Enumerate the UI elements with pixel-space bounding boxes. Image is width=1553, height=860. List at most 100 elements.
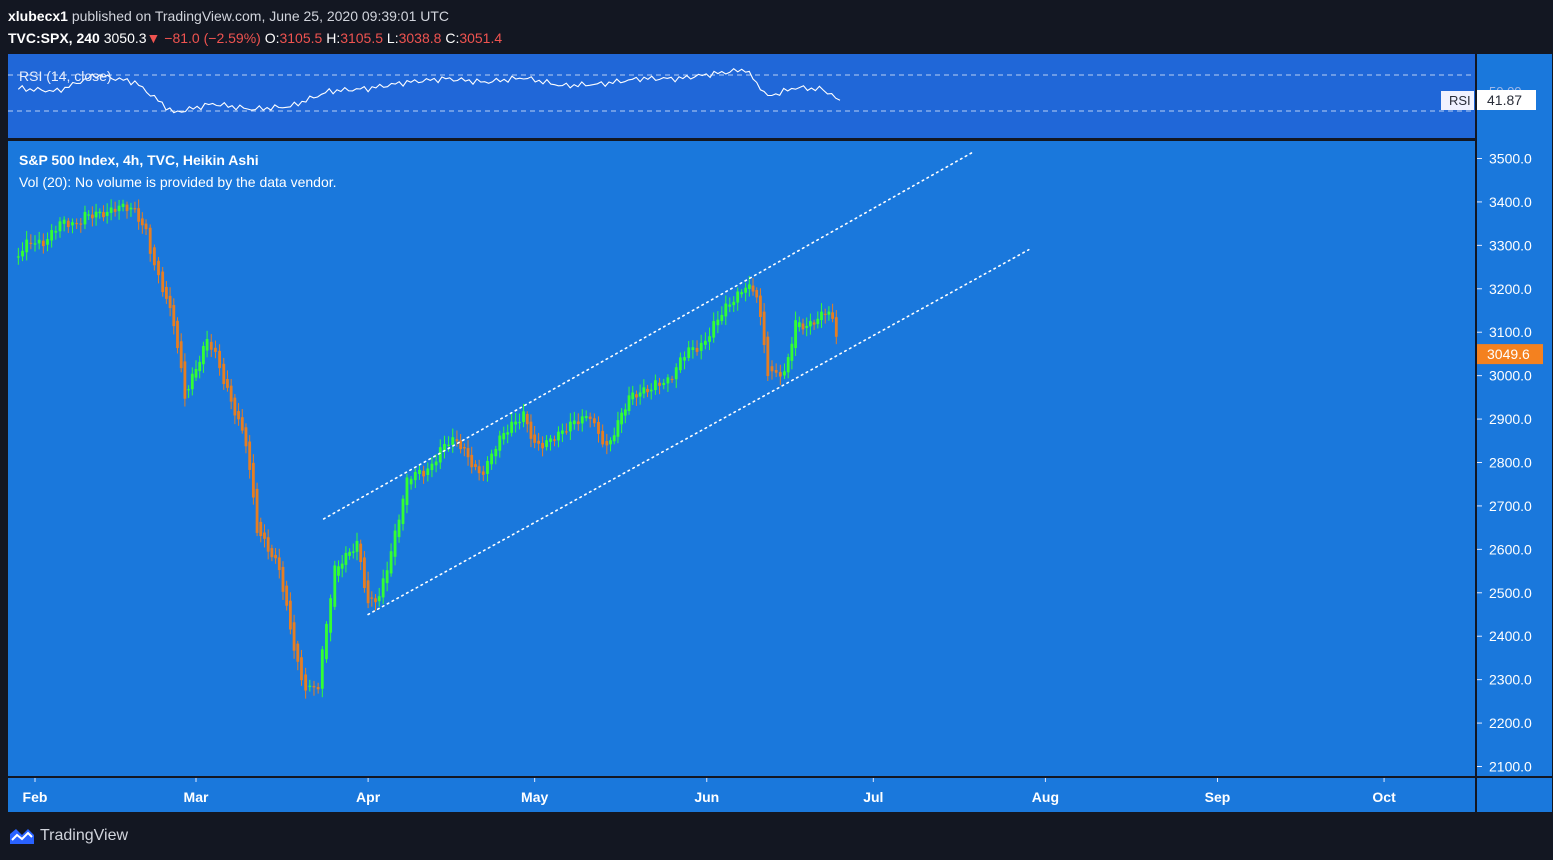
candle-body	[281, 566, 285, 592]
candle-body	[794, 320, 797, 349]
candle-body	[94, 211, 98, 218]
candle-body	[808, 321, 812, 327]
candle-body	[79, 223, 83, 225]
candle-body	[366, 580, 370, 604]
candle-body	[724, 303, 728, 317]
candle-body	[778, 372, 782, 377]
y-tick-label: 3100.0	[1489, 324, 1532, 340]
candle-body	[194, 368, 198, 378]
candle-body	[572, 420, 576, 425]
candle-body	[455, 439, 459, 442]
candle-body	[712, 321, 716, 338]
candle-body	[759, 295, 762, 317]
y-tick-label: 2200.0	[1489, 715, 1532, 731]
candle-body	[506, 432, 510, 435]
x-tick-label: Jul	[863, 789, 883, 805]
x-tick-label: Jun	[694, 789, 719, 805]
candle-body	[152, 247, 156, 266]
rsi-title[interactable]: RSI (14, close)	[19, 68, 112, 84]
candle-body	[58, 221, 62, 232]
candle-body	[609, 440, 612, 445]
candle-body	[553, 439, 556, 441]
candle-body	[674, 367, 678, 380]
volume-subtitle[interactable]: Vol (20): No volume is provided by the d…	[19, 174, 337, 190]
y-tick-label: 2500.0	[1489, 585, 1532, 601]
candle-body	[466, 448, 470, 458]
candle-body	[728, 304, 732, 307]
price-axis[interactable]	[1477, 54, 1552, 776]
y-tick-label: 3500.0	[1489, 151, 1532, 167]
candle-body	[117, 205, 121, 212]
candle-body	[502, 433, 506, 440]
x-tick-label: Mar	[184, 789, 209, 805]
publisher-name[interactable]: xlubecx1	[8, 8, 68, 24]
candle-body	[308, 685, 312, 687]
candle-body	[229, 385, 233, 402]
candle-body	[422, 470, 426, 477]
candle-body	[71, 222, 74, 226]
candle-body	[797, 322, 801, 328]
y-tick-label: 2300.0	[1489, 672, 1532, 688]
candle-body	[129, 207, 133, 210]
candle-body	[662, 382, 666, 386]
candle-body	[720, 314, 724, 322]
candle-body	[54, 230, 58, 233]
last-price: 3050.3	[103, 30, 147, 46]
candle-body	[98, 211, 102, 214]
candle-body	[744, 287, 748, 293]
candle-body	[83, 211, 87, 225]
candle-body	[623, 409, 627, 416]
candle-body	[329, 598, 333, 633]
candle-body	[66, 220, 70, 227]
rsi-pane[interactable]	[8, 54, 1475, 138]
candle-body	[105, 211, 109, 216]
candle-body	[205, 339, 209, 351]
candle-body	[285, 585, 289, 606]
candle-body	[654, 380, 657, 391]
candle-body	[790, 343, 794, 361]
candle-body	[418, 469, 421, 474]
candle-body	[29, 242, 33, 244]
candle-body	[490, 453, 494, 465]
candle-body	[348, 551, 351, 556]
candle-body	[459, 440, 463, 450]
candle-body	[514, 421, 518, 425]
y-tick-label: 2100.0	[1489, 759, 1532, 775]
x-tick-label: Apr	[356, 789, 381, 805]
low-value: 3038.8	[398, 30, 442, 46]
candle-body	[125, 204, 129, 212]
candle-body	[443, 444, 446, 452]
candle-body	[762, 311, 766, 346]
time-axis[interactable]	[8, 778, 1475, 812]
y-tick-label: 2400.0	[1489, 628, 1532, 644]
footer-brand[interactable]: TradingView	[8, 826, 128, 846]
candle-body	[605, 441, 609, 446]
candle-body	[359, 543, 363, 563]
channel-lower-line	[367, 248, 1030, 616]
candle-body	[218, 350, 221, 369]
candle-body	[187, 389, 190, 391]
close-label: C:	[445, 30, 460, 46]
publish-info: xlubecx1 published on TradingView.com, J…	[8, 8, 449, 24]
y-tick-label: 2800.0	[1489, 455, 1532, 471]
candle-body	[533, 434, 537, 443]
candle-body	[133, 208, 137, 210]
symbol-label: TVC:SPX, 240	[8, 30, 100, 46]
candle-body	[333, 565, 337, 607]
candle-body	[670, 378, 674, 381]
candle-body	[831, 312, 834, 319]
candle-body	[584, 416, 588, 419]
candle-body	[703, 340, 707, 345]
open-value: 3105.5	[279, 30, 323, 46]
candle-body	[405, 477, 409, 506]
candle-body	[592, 418, 596, 424]
price-pane[interactable]	[8, 141, 1475, 776]
candle-body	[46, 239, 49, 245]
main-title[interactable]: S&P 500 Index, 4h, TVC, Heikin Ashi	[19, 152, 259, 168]
candle-body	[494, 448, 498, 457]
candle-body	[820, 311, 823, 321]
ohlc-legend: TVC:SPX, 240 3050.3▼ −81.0 (−2.59%) O:31…	[8, 30, 502, 46]
candle-body	[525, 414, 529, 425]
candle-body	[666, 377, 670, 384]
